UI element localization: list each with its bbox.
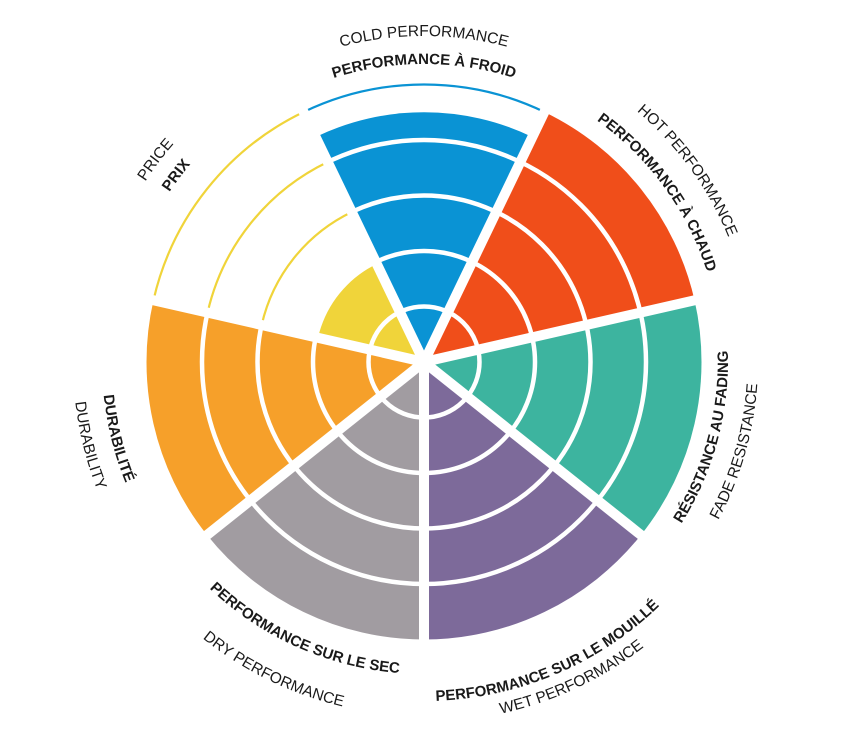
label-en-4: DRY PERFORMANCE	[200, 628, 346, 711]
sector-0	[315, 112, 533, 362]
level-outline	[152, 110, 305, 301]
separator	[276, 62, 429, 365]
sector-1	[424, 111, 695, 362]
empty-level-outlines	[152, 83, 545, 326]
sector-separators	[101, 62, 747, 692]
level-outline	[303, 83, 545, 113]
label-en-text: DRY PERFORMANCE	[200, 628, 346, 711]
separator	[101, 283, 426, 367]
level-outline	[260, 210, 353, 326]
label-fr-text: PERFORMANCE À FROID	[330, 51, 518, 82]
level-outline	[206, 160, 329, 313]
sector-5	[146, 300, 425, 536]
label-fr-0: PERFORMANCE À FROID	[330, 51, 518, 82]
separator	[419, 62, 572, 365]
label-fr-5: DURABILITÉ	[100, 394, 138, 485]
wedges	[146, 111, 702, 640]
label-en-0: COLD PERFORMANCE	[338, 23, 511, 51]
separator	[162, 358, 428, 572]
label-en-text: COLD PERFORMANCE	[338, 23, 511, 51]
sector-3	[424, 362, 641, 640]
separator	[422, 283, 747, 367]
separator	[420, 358, 686, 572]
label-fr-text: DURABILITÉ	[100, 394, 138, 485]
sector-4	[207, 362, 424, 640]
sector-2	[424, 300, 702, 536]
